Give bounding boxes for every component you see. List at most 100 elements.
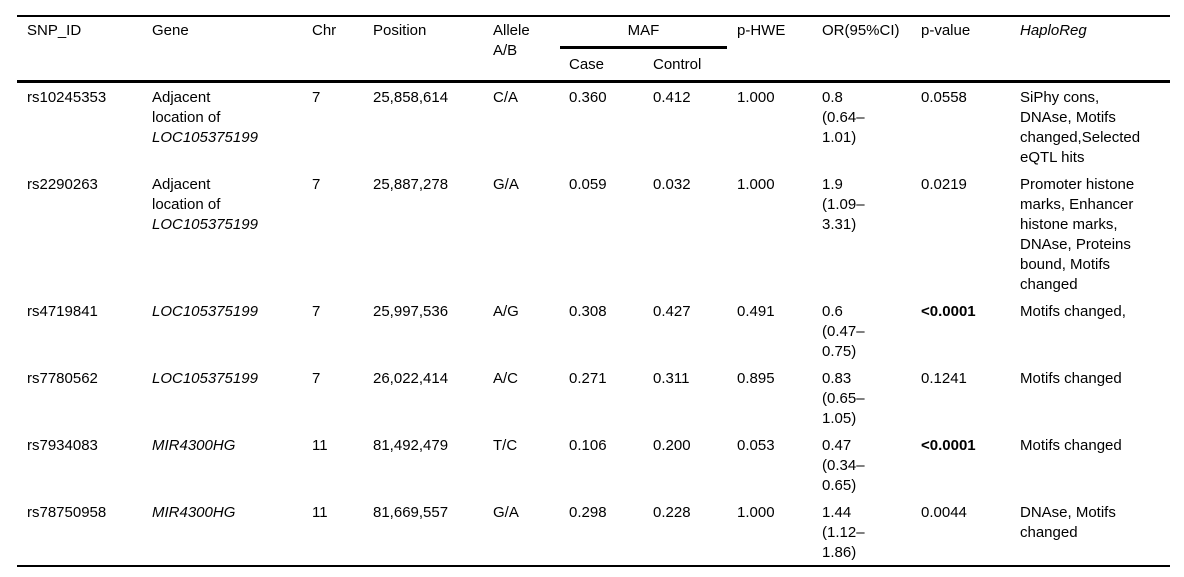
position-cell: 25,997,536 [373, 303, 449, 320]
or-ci-cell: 1.44 (1.12–1.86) [822, 498, 921, 566]
allele-cell: A/G [493, 303, 519, 320]
haploreg-text: Motifs changed, [1020, 303, 1126, 320]
position-cell: 25,858,614 [373, 89, 449, 106]
snp-id-cell: rs7780562 [27, 370, 98, 387]
maf-case-cell: 0.106 [569, 437, 607, 454]
haploreg-text: Motifs changed [1020, 370, 1122, 387]
table-row: rs2290263 Adjacent location of LOC105375… [17, 170, 1170, 297]
or-ci-cell: 1.9 (1.09–3.31) [822, 170, 921, 297]
gene-cell: LOC105375199 [152, 297, 312, 364]
or-ci-text: 1.9 (1.09–3.31) [822, 176, 865, 233]
p-hwe-cell: 1.000 [737, 504, 775, 521]
gene-cell: MIR4300HG [152, 431, 312, 498]
col-subheader-case: Case [569, 56, 605, 73]
gene-cell: Adjacent location of LOC105375199 [152, 170, 312, 297]
p-value-cell: <0.0001 [921, 437, 976, 454]
or-ci-cell: 0.8 (0.64–1.01) [822, 82, 921, 171]
or-ci-text: 0.6 (0.47–0.75) [822, 303, 865, 360]
position-cell: 25,887,278 [373, 176, 449, 193]
maf-control-cell: 0.311 [653, 370, 690, 387]
chr-cell: 7 [312, 89, 321, 106]
gene-cell: LOC105375199 [152, 364, 312, 431]
maf-group-underline [560, 46, 727, 49]
haploreg-cell: Promoter histone marks, Enhancer histone… [1020, 170, 1170, 297]
haploreg-text: Promoter histone marks, Enhancer histone… [1020, 176, 1135, 293]
col-header-p-hwe: p-HWE [737, 16, 822, 83]
table-row: rs10245353 Adjacent location of LOC10537… [17, 82, 1170, 171]
p-value-cell: 0.0558 [921, 89, 967, 106]
table-header: SNP_ID Gene Chr Position Allele A/B MAF … [17, 16, 1170, 83]
gene-prefix: Adjacent location of [152, 176, 221, 213]
maf-case-cell: 0.308 [569, 303, 607, 320]
chr-cell: 7 [312, 370, 321, 387]
gene-symbol: LOC105375199 [152, 129, 258, 146]
maf-control-cell: 0.412 [653, 89, 691, 106]
haploreg-text: SiPhy cons, DNAse, Motifs changed,Select… [1020, 89, 1141, 166]
col-header-chr: Chr [312, 16, 373, 83]
col-header-allele: Allele A/B [493, 16, 569, 83]
haploreg-cell: Motifs changed, [1020, 297, 1170, 364]
p-value-cell: <0.0001 [921, 303, 976, 320]
maf-case-cell: 0.360 [569, 89, 607, 106]
allele-cell: A/C [493, 370, 519, 387]
maf-control-cell: 0.032 [653, 176, 691, 193]
p-hwe-cell: 0.053 [737, 437, 775, 454]
position-cell: 26,022,414 [373, 370, 449, 387]
p-hwe-cell: 1.000 [737, 176, 775, 193]
haploreg-cell: SiPhy cons, DNAse, Motifs changed,Select… [1020, 82, 1170, 171]
gene-symbol: LOC105375199 [152, 370, 258, 387]
table-row: rs7780562 LOC105375199 7 26,022,414 A/C … [17, 364, 1170, 431]
snp-id-cell: rs78750958 [27, 504, 107, 521]
gene-cell: MIR4300HG [152, 498, 312, 566]
p-value-cell: 0.1241 [921, 370, 967, 387]
or-ci-text: 0.83 (0.65–1.05) [822, 370, 865, 427]
col-header-snp-id: SNP_ID [17, 16, 152, 83]
allele-cell: C/A [493, 89, 519, 106]
gene-prefix: Adjacent location of [152, 89, 221, 126]
col-header-position: Position [373, 16, 493, 83]
snp-association-table: SNP_ID Gene Chr Position Allele A/B MAF … [17, 15, 1170, 567]
col-header-gene: Gene [152, 16, 312, 83]
gene-symbol: LOC105375199 [152, 216, 258, 233]
maf-control-cell: 0.427 [653, 303, 691, 320]
maf-case-cell: 0.298 [569, 504, 607, 521]
maf-case-cell: 0.271 [569, 370, 607, 387]
position-cell: 81,669,557 [373, 504, 449, 521]
maf-control-cell: 0.200 [653, 437, 691, 454]
gene-cell: Adjacent location of LOC105375199 [152, 82, 312, 171]
p-hwe-cell: 0.491 [737, 303, 775, 320]
chr-cell: 7 [312, 303, 321, 320]
allele-cell: G/A [493, 176, 519, 193]
maf-subheader-row: Case Control [569, 55, 737, 75]
maf-group: MAF [560, 21, 727, 49]
col-header-haploreg: HaploReg [1020, 16, 1170, 83]
snp-id-cell: rs4719841 [27, 303, 98, 320]
allele-cell: T/C [493, 437, 518, 454]
haploreg-cell: DNAse, Motifs changed [1020, 498, 1170, 566]
table-row: rs78750958 MIR4300HG 11 81,669,557 G/A 0… [17, 498, 1170, 566]
p-value-cell: 0.0044 [921, 504, 967, 521]
or-ci-text: 0.8 (0.64–1.01) [822, 89, 865, 146]
or-ci-text: 0.47 (0.34–0.65) [822, 437, 865, 494]
col-header-maf-group: MAF Case Control [560, 16, 737, 83]
snp-id-cell: rs2290263 [27, 176, 98, 193]
chr-cell: 7 [312, 176, 321, 193]
maf-group-label: MAF [627, 22, 660, 39]
chr-cell: 11 [312, 437, 328, 454]
p-value-cell: 0.0219 [921, 176, 967, 193]
haploreg-cell: Motifs changed [1020, 364, 1170, 431]
gene-symbol: MIR4300HG [152, 504, 236, 521]
haploreg-text: Motifs changed [1020, 437, 1122, 454]
table-row: rs4719841 LOC105375199 7 25,997,536 A/G … [17, 297, 1170, 364]
table-row: rs7934083 MIR4300HG 11 81,492,479 T/C 0.… [17, 431, 1170, 498]
col-subheader-control: Control [653, 56, 702, 73]
snp-id-cell: rs7934083 [27, 437, 98, 454]
maf-case-cell: 0.059 [569, 176, 607, 193]
p-hwe-cell: 1.000 [737, 89, 775, 106]
maf-control-cell: 0.228 [653, 504, 691, 521]
chr-cell: 11 [312, 504, 328, 521]
position-cell: 81,492,479 [373, 437, 449, 454]
haploreg-text: DNAse, Motifs changed [1020, 504, 1116, 541]
p-hwe-cell: 0.895 [737, 370, 775, 387]
snp-id-cell: rs10245353 [27, 89, 107, 106]
